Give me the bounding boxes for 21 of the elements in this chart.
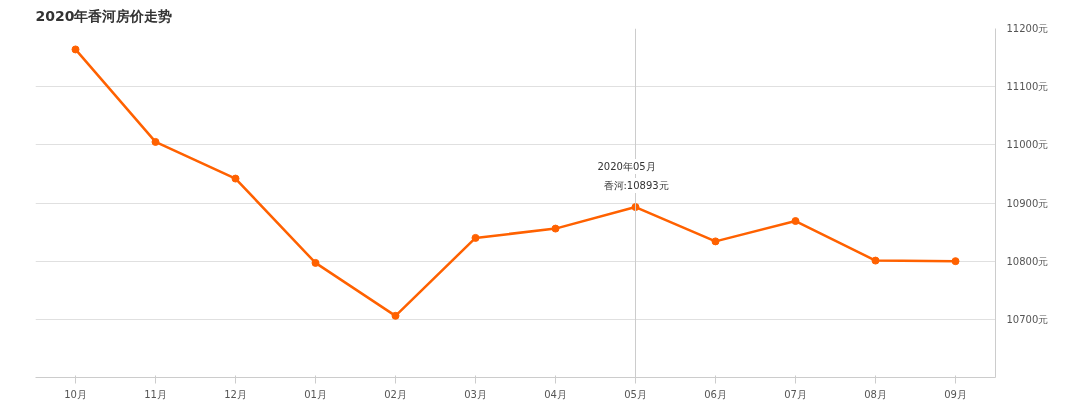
annotation: 2020年05月 xyxy=(597,161,656,173)
x-tick-label: 01月 xyxy=(304,388,327,400)
x-tick-label: 06月 xyxy=(704,388,727,400)
y-tick-label: 11100元 xyxy=(1006,81,1049,93)
x-tick-label: 12月 xyxy=(224,388,247,400)
x-tick-label: 02月 xyxy=(384,388,407,400)
y-tick-label: 11200元 xyxy=(1006,23,1049,34)
x-tick-label: 10月 xyxy=(64,388,87,400)
y-tick-label: 10800元 xyxy=(1006,255,1049,267)
x-tick-label: 11月 xyxy=(144,388,167,400)
y-tick-label: 10700元 xyxy=(1006,313,1049,325)
x-tick-label: 03月 xyxy=(464,388,487,400)
y-tick-label: 10900元 xyxy=(1006,197,1049,209)
x-tick-label: 07月 xyxy=(784,388,807,400)
chart-title: 2020年香河房价走势 xyxy=(35,7,173,24)
annotation: 香河:10893元 xyxy=(603,180,669,192)
y-tick-label: 11000元 xyxy=(1006,139,1049,151)
x-tick-label: 09月 xyxy=(944,388,967,400)
x-tick-label: 04月 xyxy=(544,388,567,400)
x-tick-label: 05月 xyxy=(624,388,647,400)
x-tick-label: 08月 xyxy=(864,388,887,400)
